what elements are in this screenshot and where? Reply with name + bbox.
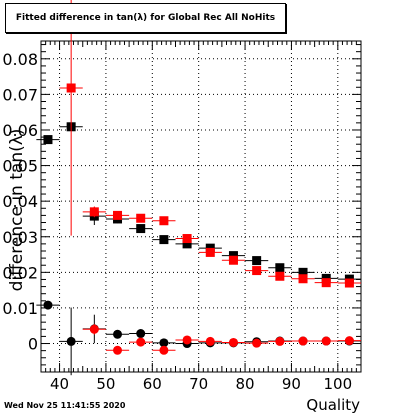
data-markers (36, 0, 361, 376)
data-point-square (298, 267, 308, 277)
data-point-square (136, 213, 146, 223)
data-point-circle (298, 336, 308, 346)
data-point-square (321, 278, 331, 288)
data-point-square (275, 263, 285, 273)
data-point-circle (344, 336, 354, 346)
data-point-circle (182, 335, 192, 345)
data-point-circle (113, 329, 123, 339)
data-point-circle (113, 345, 123, 355)
data-point-circle (66, 336, 76, 346)
data-point-square (182, 239, 192, 249)
data-point-circle (136, 337, 146, 347)
x-tick-label: 90 (282, 375, 301, 393)
data-point-square (43, 135, 53, 145)
x-tick-label: 100 (323, 375, 352, 393)
axes (40, 40, 362, 373)
data-point-square (275, 271, 285, 281)
data-point-square (205, 247, 215, 257)
y-tick-label: 0.03 (2, 228, 38, 247)
x-tick-label: 80 (236, 375, 255, 393)
y-tick-label: 0.01 (2, 299, 38, 318)
data-point-circle (159, 345, 169, 355)
datestamp: Wed Nov 25 11:41:55 2020 (4, 401, 126, 410)
plot-frame (40, 40, 362, 373)
data-point-circle (43, 300, 53, 310)
y-tick-label: 0.04 (2, 192, 38, 211)
x-tick-label: 60 (143, 375, 162, 393)
data-point-circle (275, 336, 285, 346)
data-point-square (228, 251, 238, 261)
data-point-circle (252, 338, 262, 348)
data-point-square (136, 224, 146, 234)
x-axis-label: Quality (306, 396, 360, 414)
data-point-square (252, 256, 262, 266)
data-point-square (113, 210, 123, 220)
data-point-circle (89, 324, 99, 334)
data-point-square (228, 255, 238, 265)
data-point-square (344, 278, 354, 288)
data-point-square (159, 216, 169, 226)
data-point-circle (205, 336, 215, 346)
x-tick-label: 40 (50, 375, 69, 393)
chart-title: Fitted difference in tan(λ) for Global R… (15, 13, 276, 23)
y-tick-label: 0 (28, 335, 38, 354)
chart-title-box: Fitted difference in tan(λ) for Global R… (5, 3, 286, 33)
x-tick-label: 50 (96, 375, 115, 393)
data-point-circle (228, 337, 238, 347)
y-tick-label: 0.02 (2, 263, 38, 282)
data-point-square (89, 207, 99, 217)
y-axis-label: difference in tan(λ) (7, 128, 27, 292)
grid-lines (41, 41, 361, 372)
data-point-square (159, 235, 169, 245)
x-tick-label: 70 (189, 375, 208, 393)
data-point-square (66, 83, 76, 93)
data-point-circle (159, 338, 169, 348)
axis-ticks: 40 50 60 70 80 90 100 0 0.01 0.02 0.03 0.04 0.05 0.06… (2, 41, 362, 393)
data-point-square (252, 266, 262, 276)
y-tick-label: 0.06 (2, 121, 38, 140)
data-point-circle (321, 336, 331, 346)
data-point-circle (136, 329, 146, 339)
data-point-square (182, 234, 192, 244)
y-tick-label: 0.05 (2, 157, 38, 176)
y-tick-label: 0.08 (2, 50, 38, 69)
y-tick-label: 0.07 (2, 85, 38, 104)
data-point-square (298, 274, 308, 284)
